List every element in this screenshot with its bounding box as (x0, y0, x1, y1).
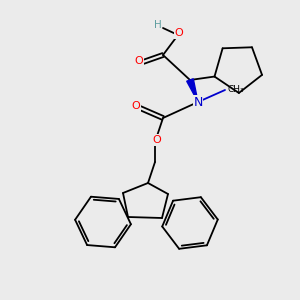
Text: CH₃: CH₃ (228, 85, 244, 94)
Text: O: O (153, 135, 161, 145)
Text: O: O (132, 101, 140, 111)
Text: N: N (193, 95, 203, 109)
Polygon shape (187, 79, 198, 102)
Text: H: H (154, 20, 162, 30)
Text: O: O (135, 56, 143, 66)
Text: O: O (175, 28, 183, 38)
